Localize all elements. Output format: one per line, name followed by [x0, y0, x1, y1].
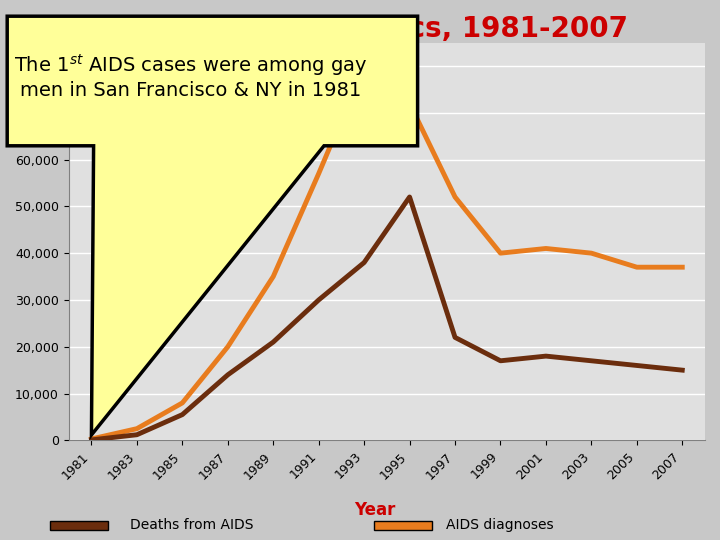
- Text: Deaths from AIDS: Deaths from AIDS: [130, 518, 253, 532]
- Text: Year: Year: [354, 501, 395, 519]
- Title: HIV/AIDS Statistics, 1981-2007: HIV/AIDS Statistics, 1981-2007: [145, 15, 629, 43]
- Text: The 1$^{st}$ AIDS cases were among gay
men in San Francisco & NY in 1981: The 1$^{st}$ AIDS cases were among gay m…: [14, 52, 367, 99]
- Text: AIDS diagnoses: AIDS diagnoses: [446, 518, 554, 532]
